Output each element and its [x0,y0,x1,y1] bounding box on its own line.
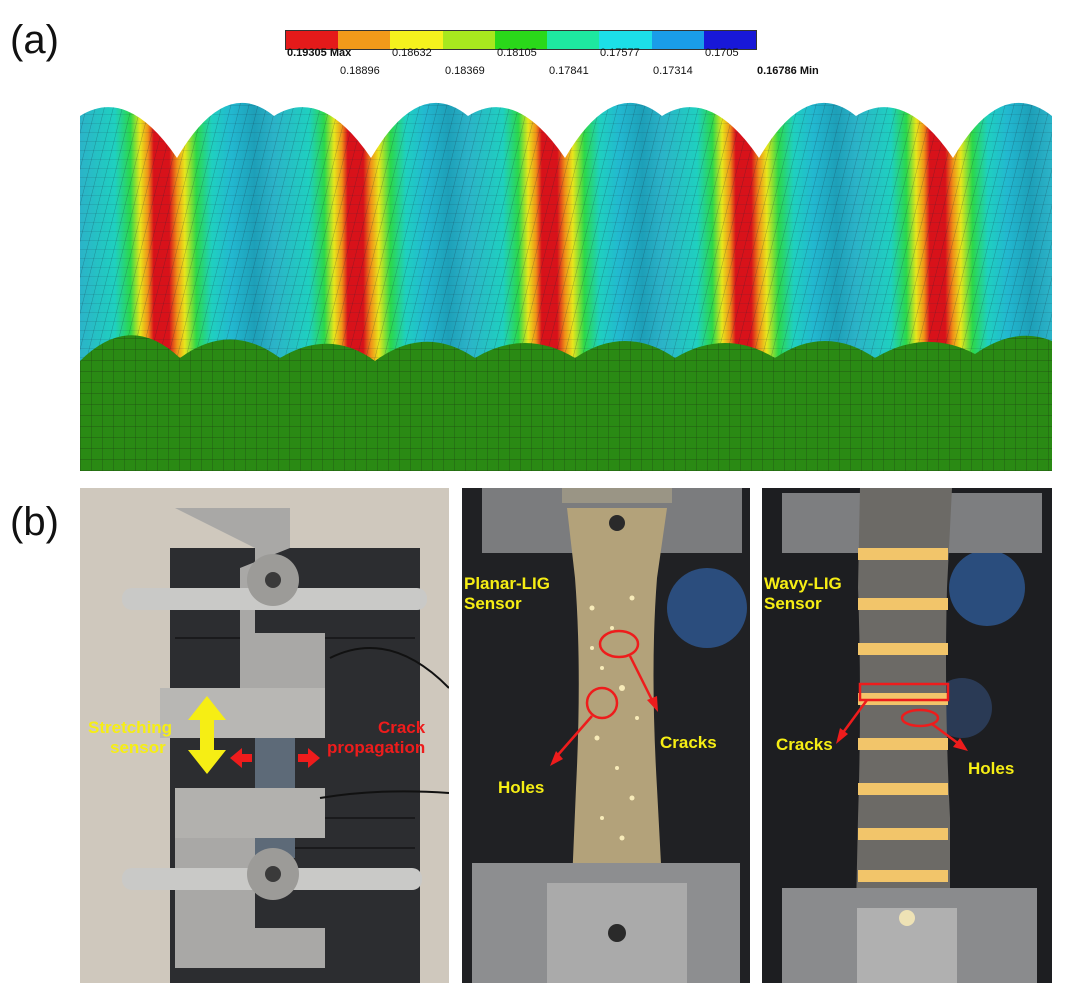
legend-label: 0.18896 [340,65,380,77]
crack-arrow-left [230,748,252,768]
wavy-lig-sensor-label: Wavy-LIG Sensor [764,574,842,613]
legend-swatch [547,31,600,49]
legend-swatch [703,31,756,49]
stretching-sensor-label: Stretching sensor [88,718,173,757]
holes-label: Holes [498,778,545,797]
holes-label: Holes [968,759,1015,778]
crack-arrow-right [298,748,320,768]
legend-swatch [390,31,443,49]
crack-marker-ellipse [598,629,640,659]
legend-label: 0.17314 [653,65,693,77]
legend-swatch [651,31,704,49]
hole-marker-ellipse [900,708,940,728]
legend-label: 0.1705 [705,47,739,59]
legend-swatch [442,31,495,49]
cracks-label: Cracks [776,735,833,754]
hole-marker-circle [585,686,619,720]
legend-swatch [338,31,391,49]
fea-strain-contour-image [80,96,1052,471]
legend-swatch [599,31,652,49]
legend-label: 0.18369 [445,65,485,77]
tensile-test-setup-photo: Stretching sensor Crack propagation [80,488,449,983]
legend-swatch [286,31,339,49]
panel-label-b: (b) [10,500,59,544]
color-legend-bar [285,30,757,50]
crack-propagation-label: Crack propagation [327,718,426,757]
legend-label: 0.17577 [600,47,640,59]
legend-max-label: 0.19305 Max [287,47,352,59]
planar-lig-sensor-photo: Planar-LIG Sensor Cracks Holes [462,488,750,983]
wavy-lig-sensor-photo: Wavy-LIG Sensor Cracks Holes [762,488,1052,983]
legend-swatch [494,31,548,49]
legend-label: 0.17841 [549,65,589,77]
stretch-double-arrow [188,696,226,774]
legend-min-label: 0.16786 Min [757,65,819,77]
planar-lig-sensor-label: Planar-LIG Sensor [464,574,550,613]
cracks-label: Cracks [660,733,717,752]
panel-label-a: (a) [10,18,59,62]
legend-label: 0.18105 [497,47,537,59]
crack-marker-rectangle [858,682,950,702]
legend-label: 0.18632 [392,47,432,59]
